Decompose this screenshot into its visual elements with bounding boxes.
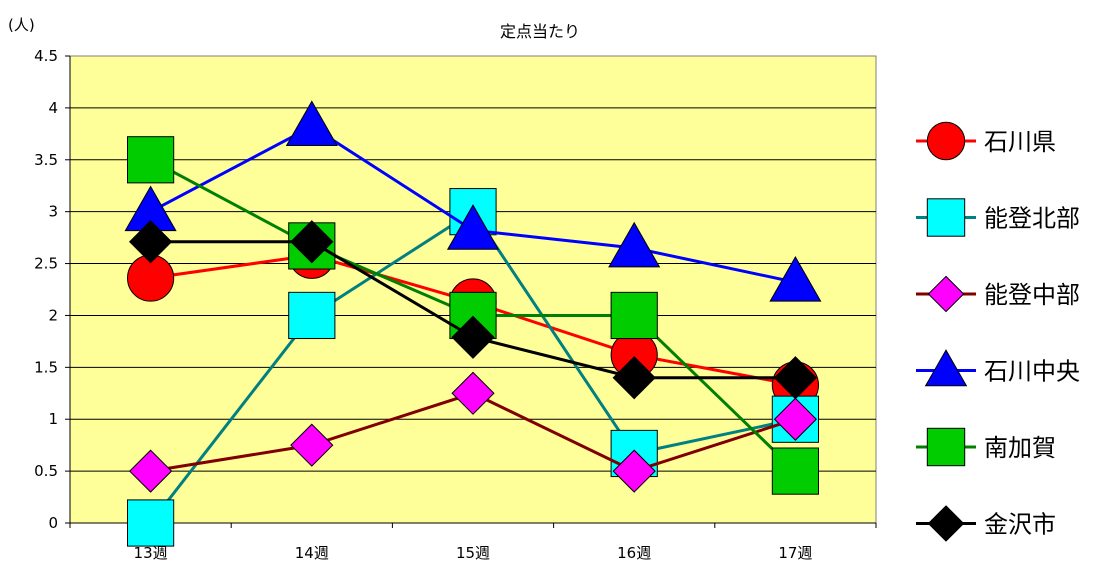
- legend-marker: [926, 427, 966, 467]
- y-tick-label: 2.5: [34, 255, 58, 273]
- data-point: [612, 356, 656, 400]
- y-tick-label: 4: [48, 99, 58, 117]
- data-point: [608, 221, 661, 268]
- axes: 0 0.5 1 1.5 2 2.5 3 3.5 4 4.5 13週 14週 15週 16週 17週: [34, 47, 877, 562]
- y-tick-label: 3: [48, 203, 58, 221]
- legend-item-1: 石川県: [916, 121, 1056, 161]
- legend-item-2: 能登北部: [916, 198, 1080, 237]
- legend-marker: [924, 349, 968, 387]
- data-point: [773, 356, 818, 400]
- legend-label: 能登中部: [984, 281, 1080, 309]
- data-point: [288, 291, 336, 340]
- series-5: [127, 136, 819, 495]
- data-point: [610, 291, 658, 340]
- legend-label: 南加賀: [984, 434, 1056, 462]
- legend-item-6: 金沢市: [916, 505, 1056, 542]
- y-tick-label: 2: [48, 306, 58, 324]
- data-point: [612, 449, 656, 493]
- series-group: [124, 100, 822, 547]
- legend-item-5: 南加賀: [916, 427, 1056, 467]
- data-point: [290, 423, 334, 467]
- data-point: [127, 136, 175, 184]
- legend-marker: [926, 198, 966, 237]
- data-point: [128, 220, 173, 264]
- x-tick-label: 13週: [134, 544, 168, 562]
- y-tick-label: 4.5: [34, 47, 58, 65]
- legend-item-4: 石川中央: [916, 349, 1080, 387]
- legend-label: 石川中央: [984, 358, 1080, 386]
- data-point: [446, 204, 500, 250]
- data-point: [449, 291, 497, 340]
- y-tick-label: 1: [48, 410, 58, 428]
- x-tick-label: 14週: [295, 544, 329, 562]
- y-tick-label: 3.5: [34, 151, 58, 169]
- legend-item-3: 能登中部: [916, 275, 1080, 313]
- series-6: [128, 220, 818, 400]
- data-point: [290, 220, 334, 264]
- data-point: [451, 371, 495, 415]
- legend-label: 金沢市: [984, 511, 1056, 539]
- x-tick-label: 15週: [456, 544, 490, 562]
- y-tick-label: 0.5: [34, 462, 58, 480]
- x-tick-label: 17週: [778, 544, 812, 562]
- chart-title: 定点当たり: [500, 22, 580, 41]
- data-point: [451, 315, 495, 359]
- series-4: [124, 100, 822, 302]
- legend-label: 石川県: [984, 128, 1056, 156]
- x-tick-label: 16週: [617, 544, 651, 562]
- data-point: [285, 100, 338, 146]
- legend-marker: [927, 505, 965, 542]
- data-point: [771, 447, 819, 495]
- y-axis-label: (人): [8, 16, 35, 34]
- data-point: [773, 397, 818, 441]
- data-point: [128, 449, 173, 493]
- legend-label: 能登北部: [984, 205, 1080, 233]
- series-3: [128, 371, 818, 493]
- legend-marker: [927, 275, 965, 313]
- data-point: [127, 499, 175, 547]
- data-point: [769, 256, 822, 302]
- y-tick-label: 1.5: [34, 358, 58, 376]
- y-tick-label: 0: [48, 514, 58, 532]
- legend-marker: [926, 121, 966, 161]
